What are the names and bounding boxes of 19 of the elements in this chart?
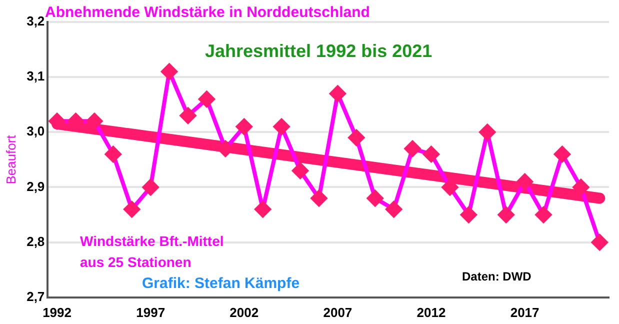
y-tick-label: 3,0 bbox=[26, 124, 45, 139]
y-tick-label: 2,7 bbox=[26, 288, 45, 304]
chart-title: Abnehmende Windstärke in Norddeutschland bbox=[45, 4, 370, 22]
x-tick-label: 2017 bbox=[510, 304, 540, 320]
annotation: Windstärke Bft.-Mittel bbox=[80, 232, 224, 249]
annotation: aus 25 Stationen bbox=[80, 254, 192, 270]
y-tick-label: 2,9 bbox=[26, 178, 45, 194]
y-tick-label: 2,8 bbox=[26, 234, 45, 249]
x-tick-label: 2002 bbox=[230, 304, 259, 320]
annotation: Grafik: Stefan Kämpfe bbox=[142, 275, 300, 292]
x-tick-label: 1997 bbox=[136, 304, 166, 320]
x-tick-label: 2012 bbox=[416, 304, 446, 320]
y-tick-label: 3,1 bbox=[26, 68, 45, 84]
text: Jahresmittel 1992 bis 2021 bbox=[205, 40, 432, 61]
y-axis-title: Beaufort bbox=[3, 134, 18, 184]
x-tick-label: 1992 bbox=[42, 304, 72, 320]
y-tick-label: 3,2 bbox=[26, 14, 45, 29]
annotation: Daten: DWD bbox=[462, 269, 532, 284]
x-tick-label: 2007 bbox=[323, 304, 352, 320]
